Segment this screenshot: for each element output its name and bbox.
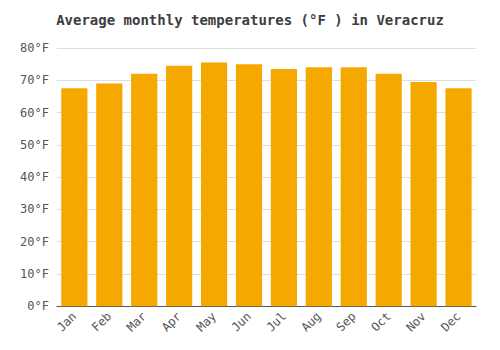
svg-text:Jul: Jul <box>264 309 289 334</box>
svg-text:30°F: 30°F <box>20 202 49 216</box>
svg-text:May: May <box>194 309 219 334</box>
svg-text:Aug: Aug <box>299 309 324 334</box>
svg-text:50°F: 50°F <box>20 138 49 152</box>
svg-text:80°F: 80°F <box>20 41 49 55</box>
svg-text:Oct: Oct <box>368 309 393 334</box>
svg-text:Jun: Jun <box>229 309 254 334</box>
svg-text:Dec: Dec <box>438 309 463 334</box>
svg-text:Jan: Jan <box>54 309 79 334</box>
svg-text:Apr: Apr <box>159 309 184 334</box>
svg-text:Nov: Nov <box>403 309 428 334</box>
svg-text:0°F: 0°F <box>27 299 49 313</box>
svg-text:20°F: 20°F <box>20 235 49 249</box>
svg-text:60°F: 60°F <box>20 106 49 120</box>
svg-text:Sep: Sep <box>333 309 358 334</box>
svg-text:Mar: Mar <box>124 309 149 334</box>
svg-text:Average monthly temperatures (: Average monthly temperatures (°F ) in Ve… <box>56 12 444 28</box>
svg-text:10°F: 10°F <box>20 267 49 281</box>
svg-text:70°F: 70°F <box>20 73 49 87</box>
svg-text:Feb: Feb <box>89 309 114 334</box>
svg-text:40°F: 40°F <box>20 170 49 184</box>
